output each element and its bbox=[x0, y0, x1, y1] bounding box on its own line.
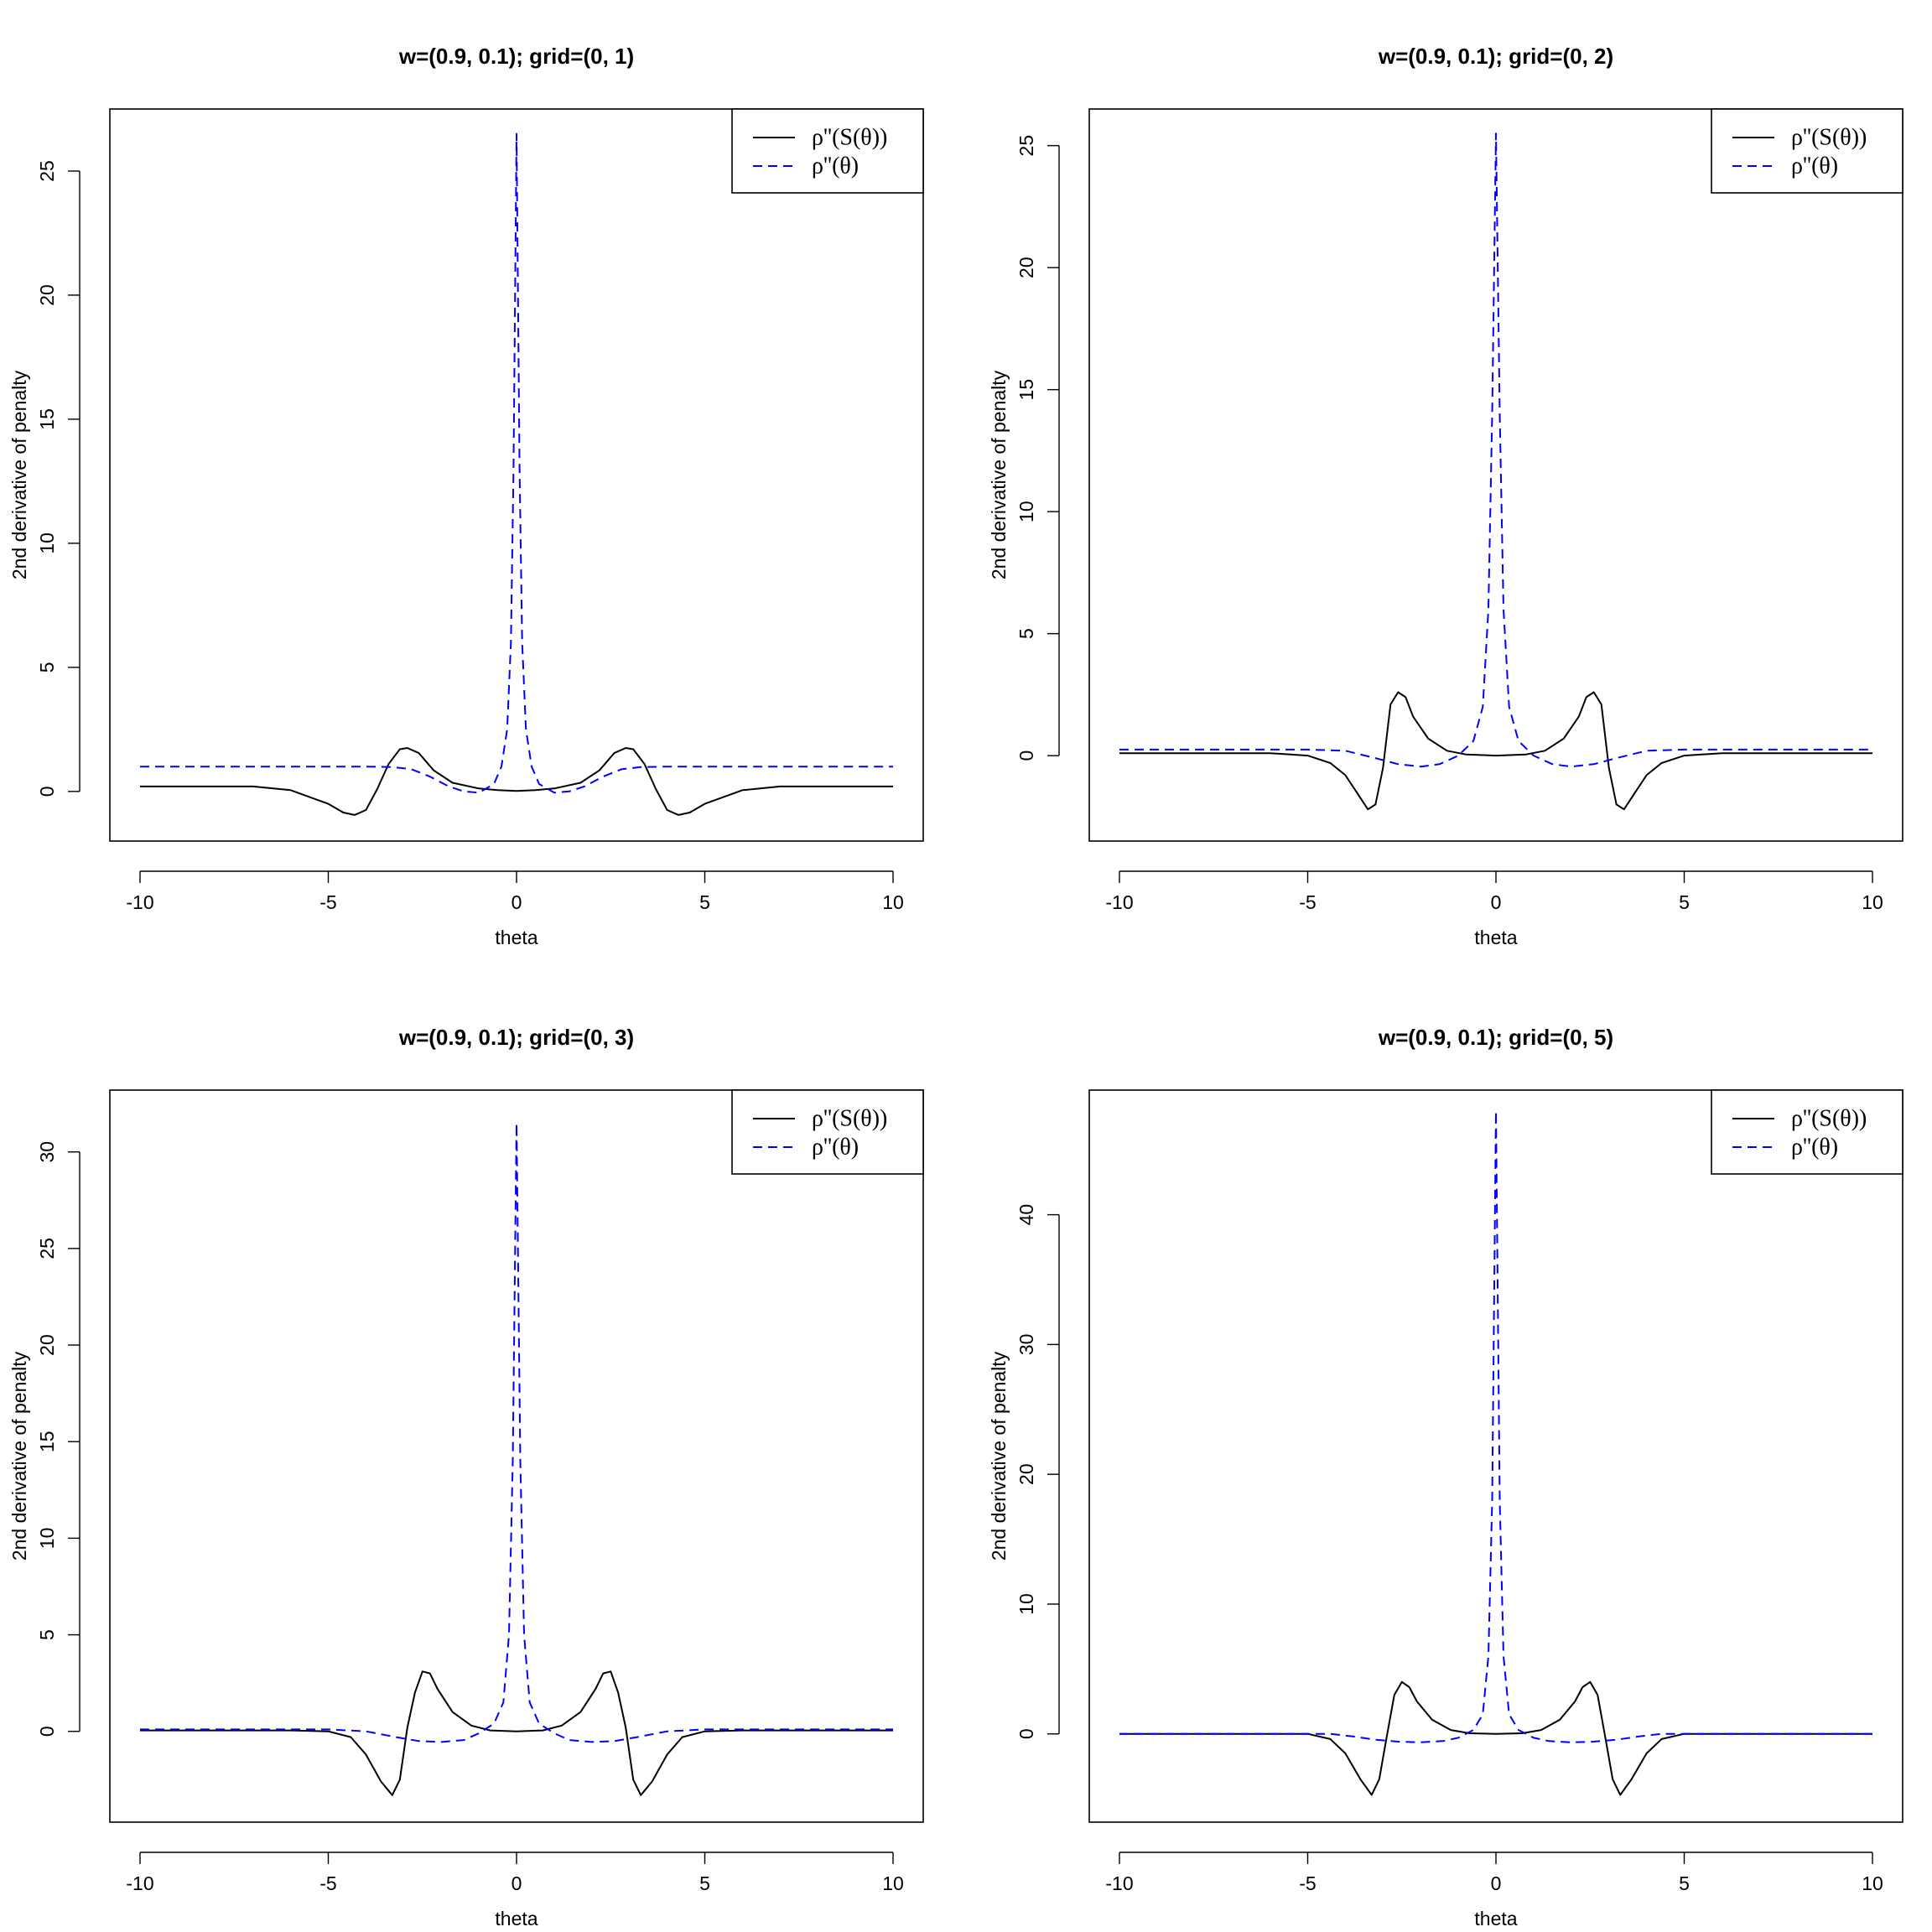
x-axis-title: theta bbox=[1474, 1908, 1517, 1929]
y-tick-label: 15 bbox=[36, 408, 58, 430]
y-tick-label: 20 bbox=[36, 284, 58, 306]
x-axis: -10 -5 0 5 10 bbox=[126, 1852, 904, 1894]
chart-panel-4: w=(0.9, 0.1); grid=(0, 5) -10 -5 0 5 10 theta 0… bbox=[988, 1025, 1903, 1929]
legend-box bbox=[1711, 1089, 1903, 1175]
y-tick-label: 15 bbox=[36, 1431, 58, 1452]
legend-label: ρ''(θ) bbox=[812, 1135, 859, 1161]
chart-title: w=(0.9, 0.1); grid=(0, 3) bbox=[398, 1025, 634, 1050]
x-tick-label: 0 bbox=[512, 1872, 522, 1894]
legend-label: ρ''(θ) bbox=[1791, 1135, 1838, 1161]
legend-box bbox=[1711, 108, 1903, 194]
y-tick-label: 10 bbox=[1015, 501, 1037, 522]
y-axis: 0 5 10 15 20 25 bbox=[36, 160, 80, 797]
y-axis-title: 2nd derivative of penalty bbox=[988, 1351, 1010, 1561]
y-tick-label: 25 bbox=[1015, 135, 1037, 157]
x-tick-label: -5 bbox=[319, 1872, 336, 1894]
x-tick-label: -10 bbox=[1105, 1872, 1133, 1894]
chart-panel-1: w=(0.9, 0.1); grid=(0, 1) -10 -5 0 5 10 theta 0… bbox=[8, 44, 924, 948]
legend: ρ''(S(θ))ρ''(θ) bbox=[1711, 108, 1903, 194]
legend-label: ρ''(S(θ)) bbox=[812, 125, 887, 151]
y-axis: 0 5 10 15 20 25 bbox=[1015, 135, 1060, 761]
series-line-rho-s-theta bbox=[1119, 1680, 1872, 1796]
x-tick-label: -5 bbox=[1299, 1872, 1316, 1894]
x-axis-title: theta bbox=[495, 1908, 538, 1929]
x-tick-label: 10 bbox=[1862, 891, 1883, 913]
x-tick-label: -10 bbox=[1105, 891, 1133, 913]
series-line-rho-s-theta bbox=[140, 1670, 893, 1796]
y-tick-label: 0 bbox=[36, 1726, 58, 1737]
legend: ρ''(S(θ))ρ''(θ) bbox=[731, 108, 924, 194]
y-tick-label: 10 bbox=[36, 532, 58, 554]
x-tick-label: -5 bbox=[319, 891, 336, 913]
legend-box bbox=[731, 108, 924, 194]
x-tick-label: 0 bbox=[512, 891, 522, 913]
x-tick-label: 5 bbox=[699, 1872, 710, 1894]
x-tick-label: -5 bbox=[1299, 891, 1316, 913]
y-tick-label: 20 bbox=[1015, 1463, 1037, 1485]
y-axis-title: 2nd derivative of penalty bbox=[988, 370, 1010, 579]
x-axis-title: theta bbox=[495, 927, 538, 948]
y-tick-label: 25 bbox=[36, 160, 58, 182]
y-tick-label: 20 bbox=[36, 1334, 58, 1356]
plot-frame bbox=[109, 1089, 924, 1823]
x-axis: -10 -5 0 5 10 bbox=[126, 870, 904, 913]
plot-frame bbox=[109, 108, 924, 842]
series-line-rho-theta bbox=[140, 1122, 893, 1743]
legend-box bbox=[731, 1089, 924, 1175]
plot-frame bbox=[1088, 1089, 1903, 1823]
y-tick-label: 5 bbox=[36, 1629, 58, 1640]
x-axis-title: theta bbox=[1474, 927, 1517, 948]
y-tick-label: 25 bbox=[36, 1238, 58, 1259]
y-tick-label: 0 bbox=[1015, 1728, 1037, 1739]
series-line-rho-theta bbox=[1119, 132, 1872, 768]
x-tick-label: 0 bbox=[1491, 1872, 1502, 1894]
y-tick-label: 0 bbox=[1015, 750, 1037, 761]
x-tick-label: 10 bbox=[1862, 1872, 1883, 1894]
x-tick-label: 5 bbox=[1679, 1872, 1690, 1894]
legend-label: ρ''(S(θ)) bbox=[1791, 125, 1867, 151]
y-tick-label: 0 bbox=[36, 786, 58, 797]
x-tick-label: -10 bbox=[126, 891, 153, 913]
y-tick-label: 40 bbox=[1015, 1204, 1037, 1226]
y-axis: 0 10 20 30 40 bbox=[1015, 1204, 1060, 1739]
x-tick-label: 0 bbox=[1491, 891, 1502, 913]
series-line-rho-theta bbox=[1119, 1109, 1872, 1743]
chart-panel-3: w=(0.9, 0.1); grid=(0, 3) -10 -5 0 5 10 theta 0… bbox=[8, 1025, 924, 1929]
x-tick-label: 5 bbox=[699, 891, 710, 913]
y-axis: 0 5 10 15 20 25 30 bbox=[36, 1141, 80, 1737]
chart-title: w=(0.9, 0.1); grid=(0, 2) bbox=[1378, 44, 1613, 69]
y-tick-label: 15 bbox=[1015, 379, 1037, 401]
legend: ρ''(S(θ)) ρ''(θ) bbox=[731, 1089, 924, 1175]
x-tick-label: 10 bbox=[882, 891, 904, 913]
x-tick-label: 5 bbox=[1679, 891, 1690, 913]
x-axis: -10 -5 0 5 10 bbox=[1105, 1852, 1883, 1894]
chart-title: w=(0.9, 0.1); grid=(0, 1) bbox=[398, 44, 634, 69]
series-line-rho-theta bbox=[140, 132, 893, 794]
plot-frame bbox=[1088, 108, 1903, 842]
legend: ρ''(S(θ)) ρ''(θ) bbox=[1711, 1089, 1903, 1175]
y-tick-label: 30 bbox=[36, 1141, 58, 1163]
y-axis-title: 2nd derivative of penalty bbox=[8, 1351, 30, 1561]
legend-label: ρ''(S(θ)) bbox=[1791, 1106, 1867, 1132]
legend-label: ρ''(θ) bbox=[812, 153, 859, 179]
legend-label: ρ''(S(θ)) bbox=[812, 1106, 887, 1132]
y-axis-title: 2nd derivative of penalty bbox=[8, 370, 30, 579]
y-tick-label: 5 bbox=[1015, 628, 1037, 639]
series-line-rho-s-theta bbox=[1119, 691, 1872, 811]
x-tick-label: -10 bbox=[126, 1872, 153, 1894]
chart-title: w=(0.9, 0.1); grid=(0, 5) bbox=[1378, 1025, 1613, 1050]
y-tick-label: 10 bbox=[36, 1528, 58, 1550]
series-line-rho-s-theta bbox=[140, 747, 893, 816]
y-tick-label: 5 bbox=[36, 662, 58, 673]
y-tick-label: 10 bbox=[1015, 1593, 1037, 1615]
chart-panel-2: w=(0.9, 0.1); grid=(0, 2) -10 -5 0 5 10 theta 0… bbox=[988, 44, 1903, 948]
y-tick-label: 20 bbox=[1015, 257, 1037, 278]
legend-label: ρ''(θ) bbox=[1791, 153, 1838, 179]
y-tick-label: 30 bbox=[1015, 1334, 1037, 1356]
x-tick-label: 10 bbox=[882, 1872, 904, 1894]
x-axis: -10 -5 0 5 10 bbox=[1105, 870, 1883, 913]
